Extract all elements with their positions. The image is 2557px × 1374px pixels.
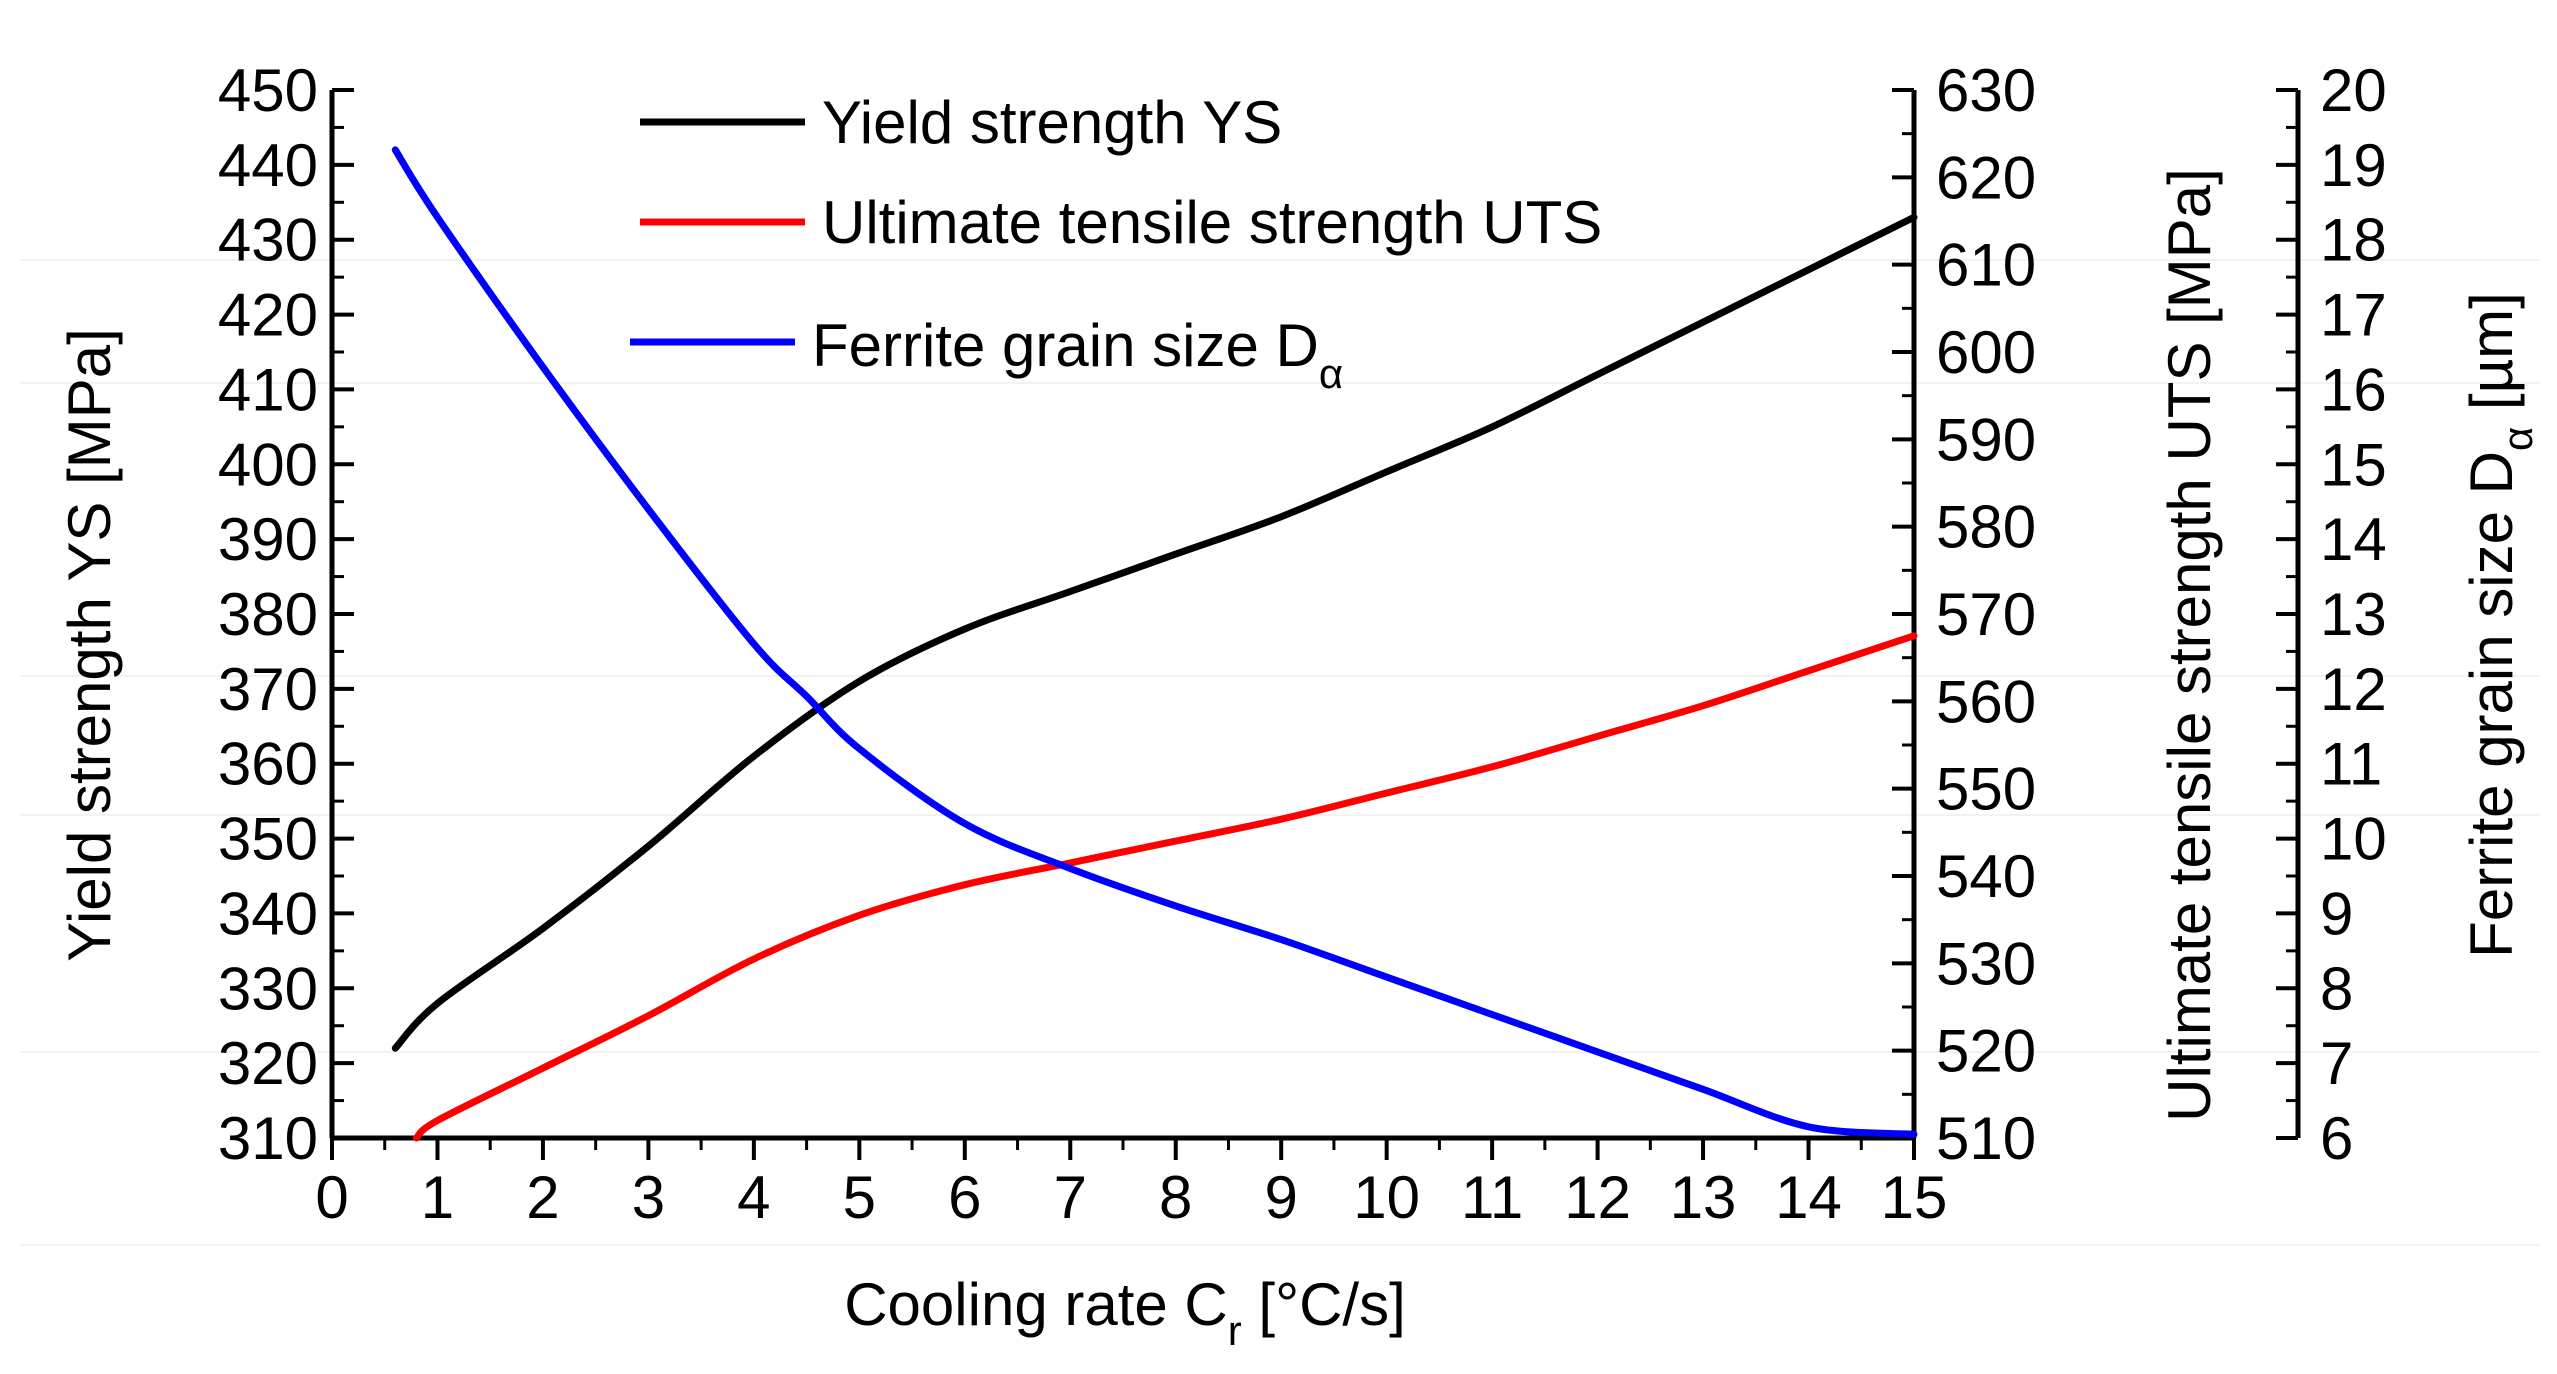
x-tick-label: 7 <box>1054 1164 1087 1231</box>
y-axis-uts-tick-label: 590 <box>1936 406 2036 473</box>
x-tick-label: 6 <box>948 1164 981 1231</box>
y-axis-uts-tick-label: 600 <box>1936 319 2036 386</box>
x-tick-label: 13 <box>1670 1164 1737 1231</box>
legend-label-grain-main: Ferrite grain size D <box>812 312 1319 379</box>
y-axis-ys-tick-label: 440 <box>218 132 318 199</box>
x-tick-label: 2 <box>526 1164 559 1231</box>
x-tick-label: 14 <box>1775 1164 1842 1231</box>
x-tick-label: 5 <box>843 1164 876 1231</box>
y-axis-ys-tick-label: 450 <box>218 57 318 124</box>
y-axis-uts-tick-label: 620 <box>1936 144 2036 211</box>
y-axis-uts-tick-label: 510 <box>1936 1105 2036 1172</box>
y-axis-ys-tick-label: 430 <box>218 207 318 274</box>
y-axis-ys-tick-label: 420 <box>218 282 318 349</box>
legend: Yield strength YS Ultimate tensile stren… <box>630 89 1602 397</box>
x-tick-label: 12 <box>1564 1164 1631 1231</box>
y-axis-ys-tick-label: 380 <box>218 581 318 648</box>
x-tick-label: 15 <box>1881 1164 1948 1231</box>
y-axis-grain-title-subscript: α <box>2494 427 2541 451</box>
y-axis-da-tick-label: 18 <box>2320 207 2387 274</box>
y-axis-ys-tick-label: 410 <box>218 356 318 423</box>
y-axis-da-tick-label: 7 <box>2320 1030 2353 1097</box>
axes: 0 1 2 3 4 5 6 7 8 9 10 11 12 13 14 15310320330340350360… <box>218 57 2387 1231</box>
x-axis-title-subscript: r <box>1228 1307 1242 1354</box>
legend-label-ys: Yield strength YS <box>822 89 1282 156</box>
y-axis-uts-tick-label: 570 <box>1936 581 2036 648</box>
y-axis-uts-tick-label: 560 <box>1936 668 2036 735</box>
x-axis-title-main: Cooling rate C <box>844 1271 1228 1338</box>
y-axis-ys-tick-label: 360 <box>218 731 318 798</box>
y-axis-da-tick-label: 15 <box>2320 431 2387 498</box>
y-axis-ys-tick-label: 340 <box>218 880 318 947</box>
y-axis-da-tick-label: 11 <box>2320 731 2382 798</box>
y-axis-da-tick-label: 8 <box>2320 955 2353 1022</box>
y-axis-uts-tick-label: 520 <box>1936 1018 2036 1085</box>
y-axis-uts-tick-label: 610 <box>1936 232 2036 299</box>
y-axis-uts-title: Ultimate tensile strength UTS [MPa] <box>2156 168 2223 1122</box>
y-axis-da-tick-label: 16 <box>2320 356 2387 423</box>
y-axis-ys-tick-label: 390 <box>218 506 318 573</box>
y-axis-da-tick-label: 9 <box>2320 880 2353 947</box>
y-axis-grain-title-main: Ferrite grain size D <box>2458 451 2525 958</box>
y-axis-uts-tick-label: 540 <box>1936 843 2036 910</box>
y-axis-ys-tick-label: 330 <box>218 955 318 1022</box>
y-axis-left-title: Yield strength YS [MPa] <box>56 328 123 962</box>
x-tick-label: 4 <box>737 1164 770 1231</box>
x-tick-label: 11 <box>1461 1164 1523 1231</box>
x-axis-title-suffix: [°C/s] <box>1242 1271 1406 1338</box>
y-axis-da-tick-label: 10 <box>2320 806 2387 873</box>
y-axis-uts-tick-label: 530 <box>1936 930 2036 997</box>
series-uts <box>412 632 1918 1142</box>
series-yield-strength <box>391 213 1918 1052</box>
y-axis-da-tick-label: 17 <box>2320 282 2387 349</box>
legend-label-grain: Ferrite grain size Dα <box>812 312 1343 397</box>
x-tick-label: 9 <box>1265 1164 1298 1231</box>
y-axis-da-tick-label: 13 <box>2320 581 2387 648</box>
x-axis-title: Cooling rate Cr [°C/s] <box>844 1271 1406 1354</box>
y-axis-ys-tick-label: 310 <box>218 1105 318 1172</box>
y-axis-grain-title-suffix: [µm] <box>2458 292 2525 427</box>
y-axis-da-tick-label: 14 <box>2320 506 2387 573</box>
y-axis-ys-tick-label: 400 <box>218 431 318 498</box>
x-tick-label: 1 <box>421 1164 454 1231</box>
x-tick-label: 0 <box>315 1164 348 1231</box>
legend-label-uts: Ultimate tensile strength UTS <box>822 189 1602 256</box>
y-axis-uts-tick-label: 550 <box>1936 756 2036 823</box>
y-axis-uts-tick-label: 630 <box>1936 57 2036 124</box>
y-axis-ys-tick-label: 320 <box>218 1030 318 1097</box>
x-tick-label: 3 <box>632 1164 665 1231</box>
x-tick-label: 10 <box>1353 1164 1420 1231</box>
legend-label-grain-subscript: α <box>1319 350 1343 397</box>
y-axis-ys-tick-label: 350 <box>218 806 318 873</box>
series-grain-size <box>391 146 1918 1138</box>
faint-gridlines <box>20 259 2540 1246</box>
x-tick-label: 8 <box>1159 1164 1192 1231</box>
y-axis-da-tick-label: 6 <box>2320 1105 2353 1172</box>
y-axis-da-tick-label: 20 <box>2320 57 2387 124</box>
plot-series <box>391 146 1918 1142</box>
y-axis-uts-tick-label: 580 <box>1936 494 2036 561</box>
y-axis-da-tick-label: 12 <box>2320 656 2387 723</box>
y-axis-da-tick-label: 19 <box>2320 132 2387 199</box>
y-axis-ys-tick-label: 370 <box>218 656 318 723</box>
y-axis-grain-title: Ferrite grain size Dα [µm] <box>2458 292 2541 958</box>
